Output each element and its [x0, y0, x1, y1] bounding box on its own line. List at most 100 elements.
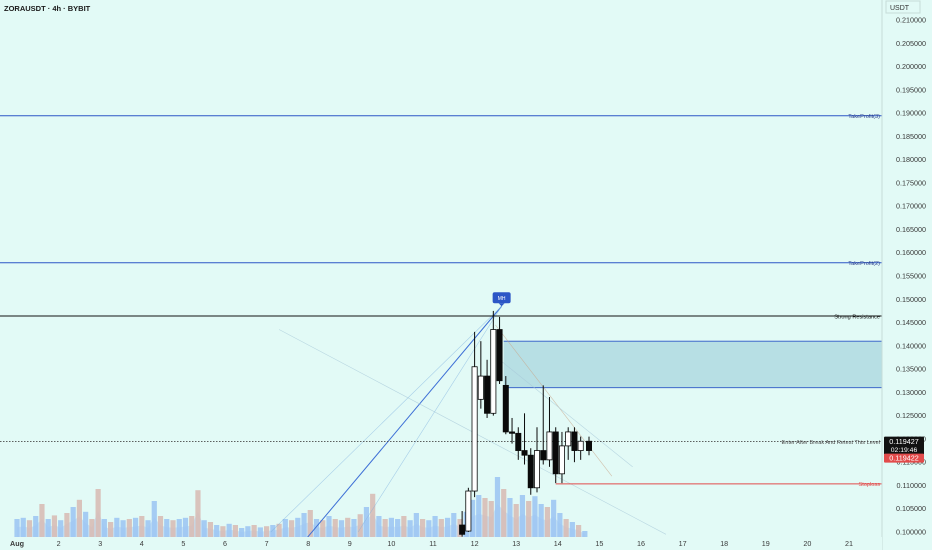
- volume-bar: [569, 522, 575, 537]
- x-tick-label: 9: [348, 539, 352, 548]
- candle-body: [586, 440, 593, 451]
- last-price-countdown: 02:19:46: [891, 447, 918, 454]
- y-tick-label: 0.180000: [896, 155, 926, 164]
- last-price-tag: [884, 436, 924, 455]
- secondary-price-tag: [884, 453, 924, 463]
- target-zone: [503, 341, 924, 388]
- volume-bar: [132, 517, 139, 537]
- x-tick-label: 7: [265, 539, 269, 548]
- candle-body: [490, 329, 497, 414]
- volume-bar: [395, 519, 401, 537]
- volume-bar: [370, 493, 376, 537]
- volume-bar: [482, 498, 488, 537]
- x-tick-label: 17: [679, 539, 687, 548]
- volume-bar: [157, 516, 164, 537]
- x-tick-label: 3: [98, 539, 102, 548]
- candle-body: [484, 375, 491, 414]
- y-tick-label: 0.155000: [896, 272, 926, 281]
- volume-bar: [64, 513, 70, 537]
- candle-body: [515, 432, 522, 451]
- level-label: Stoploss: [859, 482, 881, 488]
- volume-bar: [313, 519, 320, 537]
- volume-bar: [438, 519, 444, 537]
- volume-bar: [14, 519, 20, 537]
- volume-bar: [76, 499, 82, 537]
- volume-bar: [451, 513, 457, 537]
- volume-bar: [307, 510, 313, 537]
- volume-bar: [576, 525, 582, 537]
- x-tick-label: 8: [306, 539, 310, 548]
- volume-bar: [95, 489, 101, 537]
- candle-body: [527, 454, 534, 489]
- symbol-title: ZORAUSDT · 4h · BYBIT: [4, 4, 91, 13]
- fan-ray: [499, 359, 633, 468]
- last-price-value: 0.119427: [889, 437, 918, 446]
- volume-bar: [270, 525, 276, 537]
- currency-box[interactable]: [885, 0, 921, 14]
- fan-ray: [495, 324, 613, 477]
- candle-body: [496, 329, 503, 382]
- volume-bar: [139, 516, 145, 537]
- candle-body: [477, 375, 484, 400]
- volume-bar: [51, 515, 58, 537]
- y-tick-label: 0.140000: [896, 341, 926, 350]
- volume-bar: [33, 516, 39, 537]
- volume-bar: [226, 523, 232, 537]
- y-tick-label: 0.150000: [896, 295, 926, 304]
- x-tick-label: 12: [471, 539, 479, 548]
- volume-bar: [89, 519, 95, 537]
- x-tick-label: 2: [57, 539, 61, 548]
- volume-bar: [245, 526, 251, 537]
- x-tick-label: 6: [223, 539, 227, 548]
- secondary-price-value: 0.119422: [889, 454, 918, 463]
- volume-layer: [14, 477, 588, 537]
- volume-bar: [151, 501, 157, 537]
- level-label: Enter After Break And Retest This Level: [782, 440, 880, 446]
- candle-body: [540, 450, 547, 461]
- y-tick-label: 0.110000: [897, 481, 926, 490]
- volume-bar: [220, 526, 226, 537]
- y-tick-label: 0.135000: [896, 365, 926, 374]
- volume-bar: [407, 520, 413, 537]
- volume-bar: [195, 490, 201, 537]
- y-tick-label: 0.190000: [896, 109, 926, 118]
- volume-bar: [189, 516, 195, 537]
- y-tick-label: 0.205000: [896, 39, 926, 48]
- volume-bar: [101, 519, 107, 537]
- x-tick-label: 21: [845, 539, 853, 548]
- x-tick-label: 10: [387, 539, 395, 548]
- volume-bar: [176, 519, 182, 537]
- level-label: Strong Resistance: [834, 314, 880, 320]
- volume-bar: [401, 516, 407, 537]
- x-tick-label: 4: [140, 539, 144, 548]
- candles-layer: [459, 310, 593, 537]
- candle-body: [558, 445, 565, 475]
- volume-bar: [476, 495, 482, 537]
- y-tick-label: 0.130000: [896, 388, 926, 397]
- candle-body: [509, 431, 516, 434]
- volume-bar: [519, 495, 526, 537]
- volume-bar: [126, 519, 132, 537]
- x-tick-label: Aug: [10, 539, 24, 548]
- volume-bar: [45, 519, 51, 537]
- x-tick-label: 14: [554, 539, 562, 548]
- fan-ray: [270, 306, 502, 533]
- fan-ray: [357, 306, 502, 533]
- volume-bar: [182, 517, 189, 537]
- volume-bar: [507, 498, 513, 537]
- time-axis-panel[interactable]: [0, 537, 882, 550]
- volume-bar: [26, 520, 33, 537]
- volume-bar: [338, 520, 345, 537]
- volume-bar: [432, 516, 438, 537]
- y-tick-label: 0.185000: [896, 132, 926, 141]
- volume-bar: [108, 522, 114, 537]
- candle-body: [471, 366, 478, 492]
- x-tick-label: 20: [803, 539, 811, 548]
- volume-bar: [288, 520, 295, 537]
- volume-bar: [207, 522, 214, 537]
- trend-line: [305, 305, 503, 540]
- volume-bar: [420, 519, 426, 537]
- x-tick-label: 11: [429, 539, 436, 548]
